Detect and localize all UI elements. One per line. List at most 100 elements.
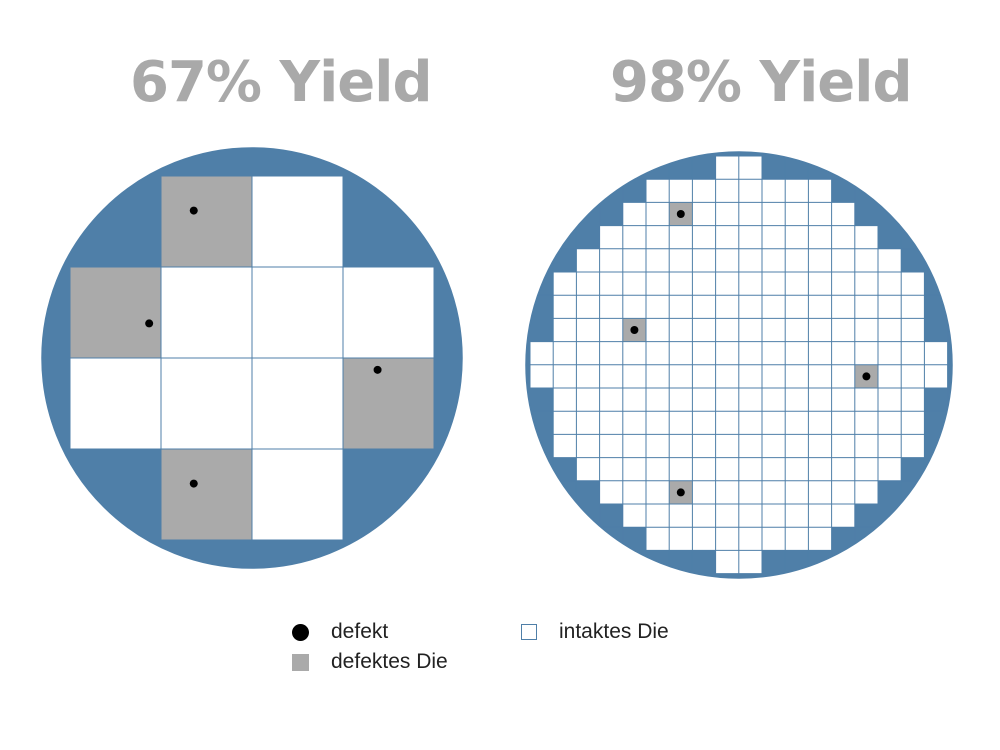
intact-die bbox=[622, 225, 646, 249]
intact-die bbox=[622, 480, 646, 504]
intact-die bbox=[924, 341, 948, 365]
intact-die bbox=[808, 504, 832, 528]
intact-die bbox=[646, 341, 670, 365]
defective-die bbox=[161, 176, 252, 267]
intact-die bbox=[901, 388, 925, 412]
intact-die bbox=[669, 179, 693, 203]
intact-die bbox=[715, 179, 739, 203]
intact-die bbox=[715, 295, 739, 319]
intact-die bbox=[854, 272, 878, 296]
intact-die bbox=[553, 318, 577, 342]
intact-die bbox=[762, 179, 786, 203]
intact-die bbox=[785, 248, 809, 272]
intact-die bbox=[622, 295, 646, 319]
intact-die bbox=[646, 457, 670, 481]
intact-die bbox=[599, 457, 623, 481]
intact-die bbox=[669, 295, 693, 319]
intact-die bbox=[553, 272, 577, 296]
intact-die bbox=[252, 267, 343, 358]
intact-die bbox=[785, 411, 809, 435]
intact-die bbox=[831, 295, 855, 319]
intact-die bbox=[576, 341, 600, 365]
intact-die bbox=[854, 248, 878, 272]
wafer-edge bbox=[41, 147, 463, 569]
intact-die bbox=[738, 225, 762, 249]
intact-die bbox=[762, 480, 786, 504]
intact-die bbox=[738, 504, 762, 528]
intact-die bbox=[831, 248, 855, 272]
intact-die bbox=[715, 202, 739, 226]
intact-die bbox=[161, 358, 252, 449]
intact-die bbox=[762, 318, 786, 342]
intact-die bbox=[808, 225, 832, 249]
intact-die bbox=[576, 248, 600, 272]
intact-die bbox=[669, 388, 693, 412]
intact-die bbox=[901, 341, 925, 365]
intact-die bbox=[738, 248, 762, 272]
intact-die bbox=[622, 248, 646, 272]
intact-die bbox=[808, 202, 832, 226]
intact-die bbox=[738, 179, 762, 203]
intact-die bbox=[854, 457, 878, 481]
intact-die bbox=[669, 364, 693, 388]
intact-die bbox=[762, 272, 786, 296]
intact-die bbox=[646, 527, 670, 551]
intact-die bbox=[785, 179, 809, 203]
intact-die bbox=[831, 411, 855, 435]
intact-die bbox=[715, 388, 739, 412]
intact-die bbox=[599, 295, 623, 319]
intact-die bbox=[785, 272, 809, 296]
intact-die bbox=[808, 248, 832, 272]
intact-die bbox=[878, 388, 902, 412]
intact-die bbox=[831, 504, 855, 528]
intact-die bbox=[808, 295, 832, 319]
intact-die bbox=[715, 341, 739, 365]
intact-die bbox=[831, 202, 855, 226]
intact-die bbox=[785, 457, 809, 481]
intact-die bbox=[901, 318, 925, 342]
intact-die bbox=[785, 504, 809, 528]
intact-die bbox=[738, 318, 762, 342]
intact-die bbox=[646, 434, 670, 458]
intact-die bbox=[669, 527, 693, 551]
defective-die bbox=[161, 449, 252, 540]
intact-die bbox=[599, 341, 623, 365]
wafer-left-title: 67% Yield bbox=[130, 50, 433, 115]
wafer-large-dies bbox=[41, 147, 463, 569]
intact-die bbox=[738, 411, 762, 435]
intact-die bbox=[901, 411, 925, 435]
intact-die bbox=[762, 388, 786, 412]
intact-die bbox=[808, 434, 832, 458]
intact-die bbox=[831, 388, 855, 412]
intact-die bbox=[808, 341, 832, 365]
intact-die bbox=[831, 480, 855, 504]
intact-die bbox=[878, 364, 902, 388]
intact-die bbox=[669, 341, 693, 365]
intact-die bbox=[831, 434, 855, 458]
intact-die bbox=[762, 364, 786, 388]
intact-die bbox=[692, 457, 716, 481]
wafer-right-title: 98% Yield bbox=[610, 50, 913, 115]
intact-die bbox=[599, 480, 623, 504]
intact-die bbox=[762, 202, 786, 226]
intact-die bbox=[762, 225, 786, 249]
legend-intact-die-label: intaktes Die bbox=[559, 620, 669, 643]
intact-die bbox=[785, 295, 809, 319]
intact-die bbox=[715, 225, 739, 249]
intact-die bbox=[831, 272, 855, 296]
intact-die bbox=[738, 550, 762, 574]
intact-die bbox=[831, 341, 855, 365]
intact-die bbox=[692, 248, 716, 272]
defect-dot bbox=[373, 365, 382, 374]
intact-die bbox=[738, 202, 762, 226]
intact-die bbox=[692, 434, 716, 458]
intact-die bbox=[646, 248, 670, 272]
intact-die bbox=[669, 272, 693, 296]
wafer-small-dies bbox=[525, 151, 953, 579]
intact-die bbox=[715, 457, 739, 481]
intact-die bbox=[646, 202, 670, 226]
defective-die bbox=[343, 358, 434, 449]
intact-die bbox=[738, 295, 762, 319]
intact-die bbox=[646, 411, 670, 435]
intact-die bbox=[646, 504, 670, 528]
